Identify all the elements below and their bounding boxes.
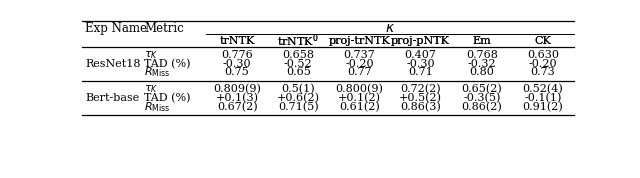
Text: -0.30: -0.30 — [406, 59, 435, 69]
Text: -0.30: -0.30 — [223, 59, 252, 69]
Text: 0.65(2): 0.65(2) — [461, 84, 502, 94]
Text: 0.71(5): 0.71(5) — [278, 102, 319, 112]
Text: -0.20: -0.20 — [529, 59, 557, 69]
Text: proj-pNTK: proj-pNTK — [391, 36, 450, 46]
Text: $R_\mathrm{Miss}$: $R_\mathrm{Miss}$ — [145, 66, 171, 79]
Text: 0.658: 0.658 — [282, 50, 314, 60]
Text: 0.61(2): 0.61(2) — [339, 102, 380, 112]
Text: -0.3(5): -0.3(5) — [463, 93, 500, 103]
Text: trNTK: trNTK — [220, 36, 255, 46]
Text: 0.77: 0.77 — [347, 67, 372, 77]
Text: 0.80: 0.80 — [469, 67, 494, 77]
Text: 0.91(2): 0.91(2) — [522, 102, 563, 112]
Text: proj-trNTK: proj-trNTK — [328, 36, 390, 46]
Text: 0.73: 0.73 — [531, 67, 556, 77]
Text: trNTK: trNTK — [220, 36, 255, 46]
Text: Em: Em — [472, 36, 491, 46]
Text: -0.52: -0.52 — [284, 59, 312, 69]
Text: proj-trNTK: proj-trNTK — [328, 36, 390, 46]
Text: 0.65: 0.65 — [286, 67, 310, 77]
Text: -0.1(1): -0.1(1) — [524, 93, 562, 103]
Text: +0.1(3): +0.1(3) — [216, 93, 259, 103]
Text: -0.20: -0.20 — [345, 59, 374, 69]
Text: 0.86(3): 0.86(3) — [400, 102, 441, 112]
Text: $R_\mathrm{Miss}$: $R_\mathrm{Miss}$ — [145, 100, 171, 114]
Text: 0.776: 0.776 — [221, 50, 253, 60]
Text: trNTK$^0$: trNTK$^0$ — [277, 32, 319, 49]
Text: 0.75: 0.75 — [225, 67, 250, 77]
Text: ResNet18: ResNet18 — [85, 59, 140, 69]
Text: 0.800(9): 0.800(9) — [335, 84, 383, 94]
Text: 0.71: 0.71 — [408, 67, 433, 77]
Text: 0.72(2): 0.72(2) — [400, 84, 441, 94]
Text: trNTK$^0$: trNTK$^0$ — [277, 32, 319, 49]
Text: 0.630: 0.630 — [527, 50, 559, 60]
Text: TAD (%): TAD (%) — [145, 59, 191, 69]
Text: $\tau_K$: $\tau_K$ — [145, 83, 159, 95]
Text: CK: CK — [534, 36, 552, 46]
Text: proj-pNTK: proj-pNTK — [391, 36, 450, 46]
Text: -0.32: -0.32 — [467, 59, 496, 69]
Text: Metric: Metric — [145, 22, 184, 35]
Text: Em: Em — [472, 36, 491, 46]
Text: 0.768: 0.768 — [466, 50, 498, 60]
Text: $\tau_K$: $\tau_K$ — [145, 49, 159, 61]
Text: +0.5(2): +0.5(2) — [399, 93, 442, 103]
Text: 0.86(2): 0.86(2) — [461, 102, 502, 112]
Text: 0.737: 0.737 — [344, 50, 375, 60]
Text: TAD (%): TAD (%) — [145, 93, 191, 103]
Text: CK: CK — [534, 36, 552, 46]
Text: 0.809(9): 0.809(9) — [213, 84, 261, 94]
Text: $\kappa$: $\kappa$ — [385, 21, 395, 35]
Text: 0.407: 0.407 — [404, 50, 436, 60]
Text: Exp Name: Exp Name — [85, 22, 147, 35]
Text: 0.67(2): 0.67(2) — [217, 102, 257, 112]
Text: +0.1(2): +0.1(2) — [338, 93, 381, 103]
Text: +0.6(2): +0.6(2) — [276, 93, 320, 103]
Text: 0.52(4): 0.52(4) — [522, 84, 563, 94]
Text: 0.5(1): 0.5(1) — [282, 84, 315, 94]
Text: Bert-base: Bert-base — [85, 93, 140, 103]
